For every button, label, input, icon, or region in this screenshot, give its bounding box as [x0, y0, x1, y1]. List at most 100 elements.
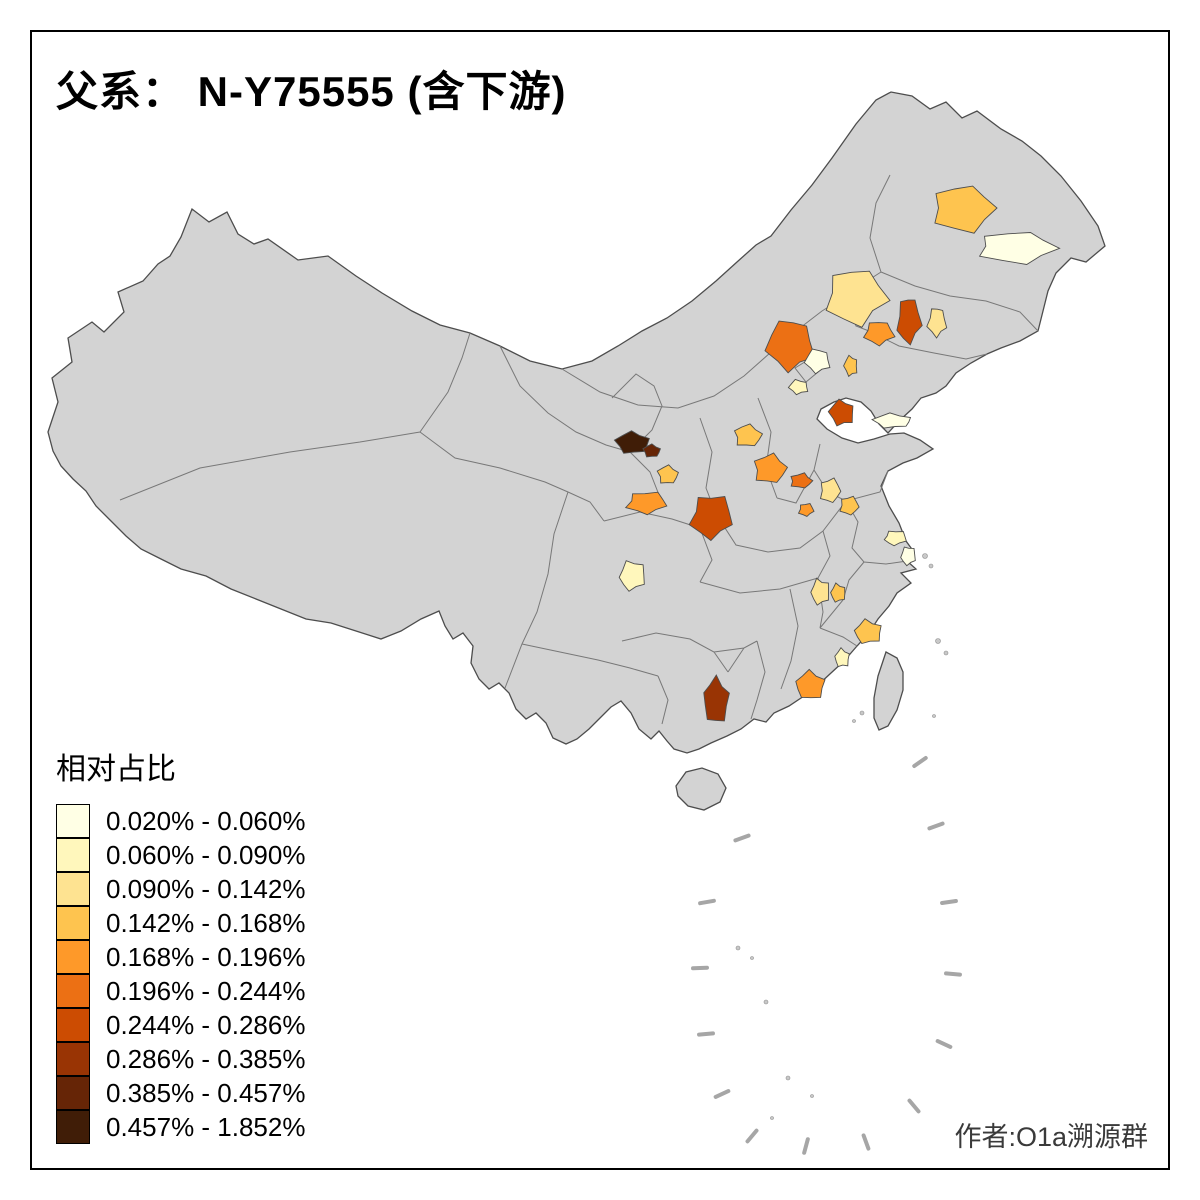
map-region-12 — [871, 412, 912, 429]
map-region-30 — [834, 646, 850, 668]
dash-mark — [935, 1039, 953, 1049]
plot-frame — [30, 30, 1170, 1170]
legend-item-9: 0.385% - 0.457% — [56, 1076, 305, 1110]
nine-dash-line — [691, 755, 962, 1155]
legend-swatch — [56, 906, 90, 940]
legend-label: 0.060% - 0.090% — [106, 839, 306, 870]
dash-mark — [940, 899, 958, 905]
dash-mark — [802, 1137, 810, 1155]
island-dot — [859, 710, 865, 716]
map-region-20 — [839, 495, 860, 516]
island-dot — [852, 719, 856, 723]
island-dot — [763, 999, 769, 1005]
dash-mark — [698, 898, 716, 906]
map-region-17 — [753, 452, 789, 483]
map-region-29 — [853, 618, 882, 645]
map-region-4 — [896, 299, 923, 346]
dash-mark — [691, 965, 709, 971]
legend-swatch — [56, 1042, 90, 1076]
legend-swatch — [56, 872, 90, 906]
map-region-18 — [790, 472, 814, 489]
island-dot — [932, 714, 936, 718]
map-region-14 — [642, 443, 661, 458]
island-dot — [810, 1094, 814, 1098]
map-region-2 — [978, 232, 1061, 265]
map-region-16 — [733, 423, 764, 447]
island-dot — [935, 638, 941, 644]
dash-mark — [745, 1128, 759, 1144]
legend-item-5: 0.168% - 0.196% — [56, 940, 305, 974]
map-region-27 — [810, 577, 829, 606]
dash-mark — [733, 833, 751, 843]
island-dot — [928, 563, 934, 569]
map-region-13 — [613, 430, 650, 454]
small-islands — [735, 553, 949, 1120]
island-dot — [785, 1075, 791, 1081]
legend: 相对占比 0.020% - 0.060% 0.060% - 0.090% 0.090… — [56, 744, 305, 1144]
legend-item-8: 0.286% - 0.385% — [56, 1042, 305, 1076]
island-dot — [922, 553, 928, 559]
legend-item-7: 0.244% - 0.286% — [56, 1008, 305, 1042]
legend-label: 0.244% - 0.286% — [106, 1009, 306, 1040]
map-region-3 — [825, 270, 891, 328]
dash-mark — [912, 755, 928, 769]
map-region-5 — [862, 322, 896, 347]
legend-label: 0.196% - 0.244% — [106, 975, 306, 1006]
map-region-8 — [803, 348, 831, 375]
dash-mark — [713, 1089, 731, 1099]
map-region-25 — [900, 546, 916, 567]
map-region-21 — [797, 502, 815, 517]
map-region-7 — [764, 320, 816, 374]
legend-title: 相对占比 — [56, 753, 176, 786]
legend-label: 0.090% - 0.142% — [106, 873, 306, 904]
legend-label: 0.385% - 0.457% — [106, 1077, 306, 1108]
map-region-28 — [830, 582, 846, 603]
map-region-9 — [787, 378, 809, 396]
legend-label: 0.457% - 1.852% — [106, 1111, 306, 1142]
dash-mark — [927, 821, 945, 831]
legend-item-3: 0.090% - 0.142% — [56, 872, 305, 906]
map-region-15 — [656, 464, 679, 484]
legend-swatch — [56, 838, 90, 872]
legend-swatch — [56, 1110, 90, 1144]
island-dot — [943, 650, 949, 656]
hainan-island — [675, 767, 727, 811]
map-region-6 — [926, 308, 948, 339]
map-region-19 — [819, 477, 842, 504]
dash-mark — [907, 1098, 921, 1114]
map-region-22 — [624, 491, 668, 516]
legend-items: 0.020% - 0.060% 0.060% - 0.090% 0.090% - 0… — [56, 804, 305, 1144]
dash-mark — [944, 971, 962, 977]
map-region-31 — [795, 668, 826, 699]
legend-item-10: 0.457% - 1.852% — [56, 1110, 305, 1144]
taiwan-island — [873, 651, 904, 731]
island-dot — [735, 945, 741, 951]
legend-swatch — [56, 804, 90, 838]
legend-swatch — [56, 974, 90, 1008]
map-region-23 — [688, 496, 733, 542]
legend-label: 0.168% - 0.196% — [106, 941, 306, 972]
legend-item-2: 0.060% - 0.090% — [56, 838, 305, 872]
dash-mark — [697, 1031, 715, 1037]
credit-text: 作者:O1a溯源群 — [954, 1122, 1148, 1152]
map-region-24 — [883, 530, 907, 547]
map-region-10 — [843, 354, 858, 378]
dash-mark — [861, 1133, 871, 1151]
legend-item-6: 0.196% - 0.244% — [56, 974, 305, 1008]
legend-label: 0.142% - 0.168% — [106, 907, 306, 938]
legend-swatch — [56, 1076, 90, 1110]
map-title: 父系： N-Y75555 (含下游) — [56, 68, 567, 115]
legend-label: 0.286% - 0.385% — [106, 1043, 306, 1074]
map-region-26 — [618, 560, 645, 592]
legend-label: 0.020% - 0.060% — [106, 805, 306, 836]
island-dot — [770, 1116, 774, 1120]
map-region-32 — [703, 674, 730, 722]
map-region-11 — [827, 398, 854, 427]
legend-swatch — [56, 1008, 90, 1042]
province-borders — [119, 174, 1039, 725]
map-region-1 — [934, 185, 998, 234]
highlighted-regions — [613, 185, 1061, 722]
island-dot — [750, 956, 754, 960]
